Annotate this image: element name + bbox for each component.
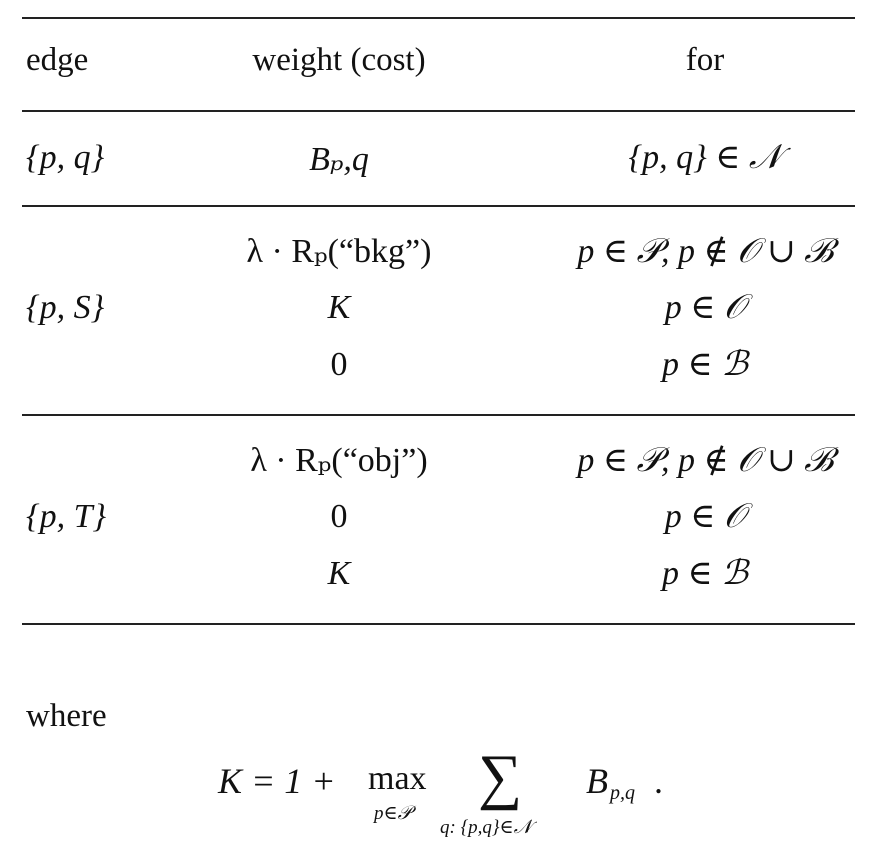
for-cell: p ∈ ℬ	[662, 555, 748, 592]
header-for: for	[685, 42, 725, 78]
weight-cell: K	[327, 555, 351, 592]
weight-cell: 0	[330, 498, 348, 535]
for-cell: p ∈ 𝒫, p ∉ 𝒪 ∪ ℬ	[577, 233, 833, 270]
for-cell: p ∈ 𝒫, p ∉ 𝒪 ∪ ℬ	[577, 442, 833, 479]
header-weight: weight (cost)	[252, 42, 426, 78]
for-cell: p ∈ ℬ	[662, 346, 748, 383]
for-cell: {p, q} ∈ 𝒩	[628, 139, 782, 176]
header-edge: edge	[26, 42, 89, 78]
formula-term-subscript: p,q	[610, 782, 635, 804]
weight-cell: K	[327, 289, 351, 326]
formula-lhs: K = 1 +	[218, 761, 336, 801]
formula-term: B	[586, 761, 608, 801]
formula-max-subscript: p∈𝒫	[374, 803, 412, 824]
table-bottom-rule	[22, 623, 855, 625]
where-text: where	[26, 698, 107, 734]
edge-ps: {p, S}	[26, 289, 105, 326]
for-cell: p ∈ 𝒪	[664, 289, 746, 326]
formula-sum-subscript: q: {p,q}∈𝒩	[440, 817, 532, 838]
k-formula: K = 1 + max p∈𝒫 ∑ q: {p,q}∈𝒩 B p,q .	[0, 743, 892, 846]
for-cell: p ∈ 𝒪	[664, 498, 746, 535]
sum-symbol: ∑	[478, 743, 523, 811]
edge-pq: {p, q}	[26, 139, 105, 176]
table-group-rule-2	[22, 414, 855, 416]
formula-period: .	[654, 761, 663, 801]
table-group-rule-1	[22, 205, 855, 207]
weight-cell: λ · Rₚ(“obj”)	[250, 442, 428, 479]
table-header-rule	[22, 110, 855, 112]
table-top-rule	[22, 17, 855, 19]
formula-max: max	[368, 760, 427, 797]
weight-cell: λ · Rₚ(“bkg”)	[246, 233, 432, 270]
weight-cell: Bₚ,q	[309, 141, 369, 178]
edge-pt: {p, T}	[26, 498, 107, 535]
weight-cell: 0	[330, 346, 348, 383]
